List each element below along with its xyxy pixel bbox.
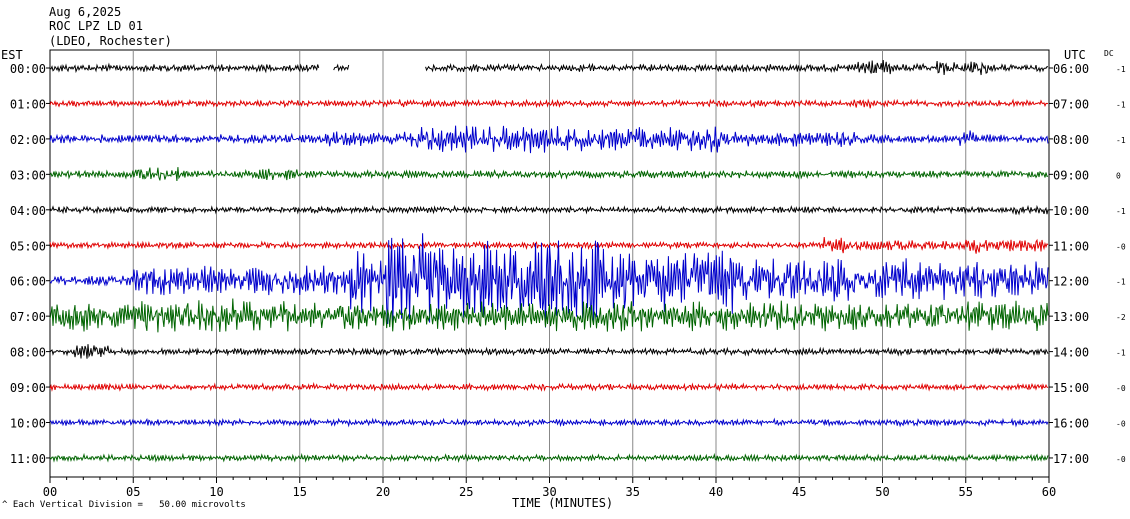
est-hour-label: 11:00 (10, 452, 46, 466)
trace-line (49, 204, 1049, 216)
dc-offset-label: 0 (1116, 171, 1121, 180)
utc-hour-label: 12:00 (1053, 275, 1089, 289)
est-hour-label: 05:00 (10, 239, 46, 253)
utc-hour-label: 07:00 (1053, 97, 1089, 111)
dc-offset-label: -0 (1116, 455, 1126, 464)
x-tick-label: 45 (792, 485, 806, 499)
est-hour-label: 02:00 (10, 133, 46, 147)
utc-timezone-label: UTC (1064, 48, 1086, 62)
x-tick-label: 10 (209, 485, 223, 499)
dc-offset-label: -0 (1116, 384, 1126, 393)
x-tick-label: 30 (542, 485, 556, 499)
x-tick-label: 25 (459, 485, 473, 499)
est-hour-label: 09:00 (10, 381, 46, 395)
x-tick-label: 05 (126, 485, 140, 499)
x-tick-label: 20 (376, 485, 390, 499)
est-hour-label: 07:00 (10, 310, 46, 324)
x-tick-label: 00 (43, 485, 57, 499)
x-tick-label: 15 (293, 485, 307, 499)
est-hour-label: 10:00 (10, 417, 46, 431)
station-code: ROC LPZ LD 01 (49, 19, 143, 33)
trace-line (49, 125, 1049, 154)
trace-line (49, 381, 1049, 392)
est-hour-label: 03:00 (10, 168, 46, 182)
est-hour-label: 08:00 (10, 346, 46, 360)
utc-hour-label: 14:00 (1053, 346, 1089, 360)
record-date: Aug 6,2025 (49, 5, 122, 19)
utc-hour-label: 15:00 (1053, 381, 1089, 395)
dc-offset-label: -2 (1116, 313, 1126, 322)
x-axis-title: TIME (MINUTES) (512, 496, 614, 510)
est-hour-label: 00:00 (10, 62, 46, 76)
dc-offset-label: -1 (1116, 349, 1126, 358)
trace-line (49, 233, 1049, 328)
utc-hour-label: 13:00 (1053, 310, 1089, 324)
est-hour-label: 01:00 (10, 97, 46, 111)
x-tick-label: 50 (875, 485, 889, 499)
utc-hour-label: 10:00 (1053, 204, 1089, 218)
utc-hour-label: 11:00 (1053, 239, 1089, 253)
dc-offset-label: -1 (1116, 65, 1126, 74)
dc-offset-label: -1 (1116, 100, 1126, 109)
trace-line (49, 167, 1049, 182)
trace-line (49, 452, 1049, 464)
dc-offset-label: -1 (1116, 207, 1126, 216)
dc-column-label: DC (1104, 49, 1114, 58)
scale-note-text: Each Vertical Division = 50.00 microvolt… (12, 500, 246, 510)
trace-line (49, 59, 1049, 76)
dc-offset-label: -1 (1116, 136, 1126, 145)
dc-offset-label: -0 (1116, 242, 1126, 251)
utc-hour-label: 17:00 (1053, 452, 1089, 466)
utc-hour-label: 08:00 (1053, 133, 1089, 147)
dc-offset-label: -1 (1116, 278, 1126, 287)
trace-line (49, 98, 1049, 109)
x-tick-label: 55 (959, 485, 973, 499)
x-tick-label: 60 (1042, 485, 1056, 499)
utc-hour-label: 16:00 (1053, 417, 1089, 431)
network-name: (LDEO, Rochester) (49, 34, 172, 48)
dc-offset-label: -0 (1116, 420, 1126, 429)
utc-hour-label: 09:00 (1053, 168, 1089, 182)
trace-line (49, 344, 1049, 359)
est-hour-label: 06:00 (10, 275, 46, 289)
x-tick-label: 35 (626, 485, 640, 499)
utc-hour-label: 06:00 (1053, 62, 1089, 76)
trace-line (49, 298, 1049, 333)
scale-note: ^ Each Vertical Division = 50.00 microvo… (2, 500, 246, 510)
x-tick-label: 40 (709, 485, 723, 499)
est-hour-label: 04:00 (10, 204, 46, 218)
trace-line (49, 417, 1049, 428)
scale-mark: ^ (2, 500, 8, 510)
est-timezone-label: EST (1, 48, 23, 62)
